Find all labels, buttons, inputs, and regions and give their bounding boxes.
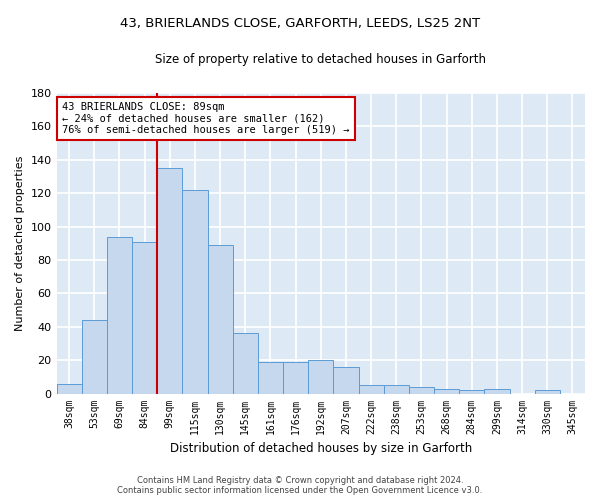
Bar — [182, 190, 208, 394]
Bar — [233, 334, 258, 394]
Bar — [459, 390, 484, 394]
Text: Contains HM Land Registry data © Crown copyright and database right 2024.
Contai: Contains HM Land Registry data © Crown c… — [118, 476, 482, 495]
Bar — [132, 242, 157, 394]
X-axis label: Distribution of detached houses by size in Garforth: Distribution of detached houses by size … — [170, 442, 472, 455]
Bar — [334, 367, 359, 394]
Bar — [409, 387, 434, 394]
Bar — [283, 362, 308, 394]
Bar — [82, 320, 107, 394]
Bar — [56, 384, 82, 394]
Bar — [535, 390, 560, 394]
Bar — [434, 388, 459, 394]
Bar — [383, 385, 409, 394]
Bar — [308, 360, 334, 394]
Bar — [359, 385, 383, 394]
Y-axis label: Number of detached properties: Number of detached properties — [15, 156, 25, 331]
Text: 43 BRIERLANDS CLOSE: 89sqm
← 24% of detached houses are smaller (162)
76% of sem: 43 BRIERLANDS CLOSE: 89sqm ← 24% of deta… — [62, 102, 349, 136]
Title: Size of property relative to detached houses in Garforth: Size of property relative to detached ho… — [155, 52, 486, 66]
Bar — [157, 168, 182, 394]
Bar — [208, 245, 233, 394]
Text: 43, BRIERLANDS CLOSE, GARFORTH, LEEDS, LS25 2NT: 43, BRIERLANDS CLOSE, GARFORTH, LEEDS, L… — [120, 18, 480, 30]
Bar — [258, 362, 283, 394]
Bar — [484, 388, 509, 394]
Bar — [107, 236, 132, 394]
